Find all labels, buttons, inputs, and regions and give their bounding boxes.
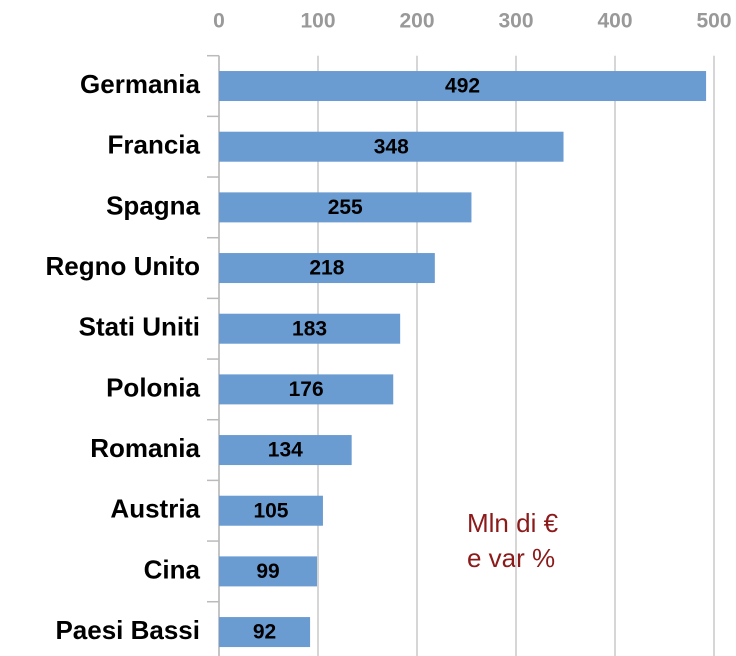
bar bbox=[219, 495, 323, 526]
value-label: 348 bbox=[374, 135, 409, 158]
bar bbox=[219, 253, 435, 284]
y-tick-label: Germania bbox=[80, 69, 200, 99]
x-tick-label: 200 bbox=[399, 10, 434, 33]
y-tick-label: Polonia bbox=[106, 372, 200, 402]
value-label: 92 bbox=[253, 621, 276, 644]
x-tick-label: 500 bbox=[696, 10, 731, 33]
bar bbox=[219, 313, 401, 344]
bar bbox=[219, 374, 394, 405]
annotation: Mln di € bbox=[467, 508, 559, 538]
y-tick-label: Stati Uniti bbox=[79, 312, 200, 342]
y-tick-label: Paesi Bassi bbox=[55, 615, 200, 645]
y-tick-label: Spagna bbox=[106, 190, 200, 220]
value-label: 183 bbox=[292, 317, 327, 340]
y-tick-label: Austria bbox=[110, 494, 200, 524]
value-label: 492 bbox=[445, 75, 480, 98]
bar bbox=[219, 131, 564, 162]
y-tick-label: Romania bbox=[90, 433, 200, 463]
bar bbox=[219, 617, 311, 648]
value-label: 218 bbox=[309, 257, 344, 280]
value-label: 134 bbox=[268, 439, 303, 462]
bar bbox=[219, 71, 707, 102]
x-tick-label: 400 bbox=[597, 10, 632, 33]
value-label: 105 bbox=[253, 499, 288, 522]
bar bbox=[219, 435, 352, 466]
y-tick-label: Francia bbox=[108, 130, 201, 160]
bar bbox=[219, 192, 472, 223]
x-tick-label: 0 bbox=[213, 10, 225, 33]
x-tick-label: 100 bbox=[300, 10, 335, 33]
value-label: 99 bbox=[256, 560, 279, 583]
annotation: e var % bbox=[467, 543, 555, 573]
x-tick-label: 300 bbox=[498, 10, 533, 33]
value-label: 255 bbox=[328, 196, 363, 219]
value-label: 176 bbox=[289, 378, 324, 401]
y-tick-label: Cina bbox=[144, 554, 201, 584]
bar bbox=[219, 556, 318, 587]
y-tick-label: Regno Unito bbox=[45, 251, 200, 281]
